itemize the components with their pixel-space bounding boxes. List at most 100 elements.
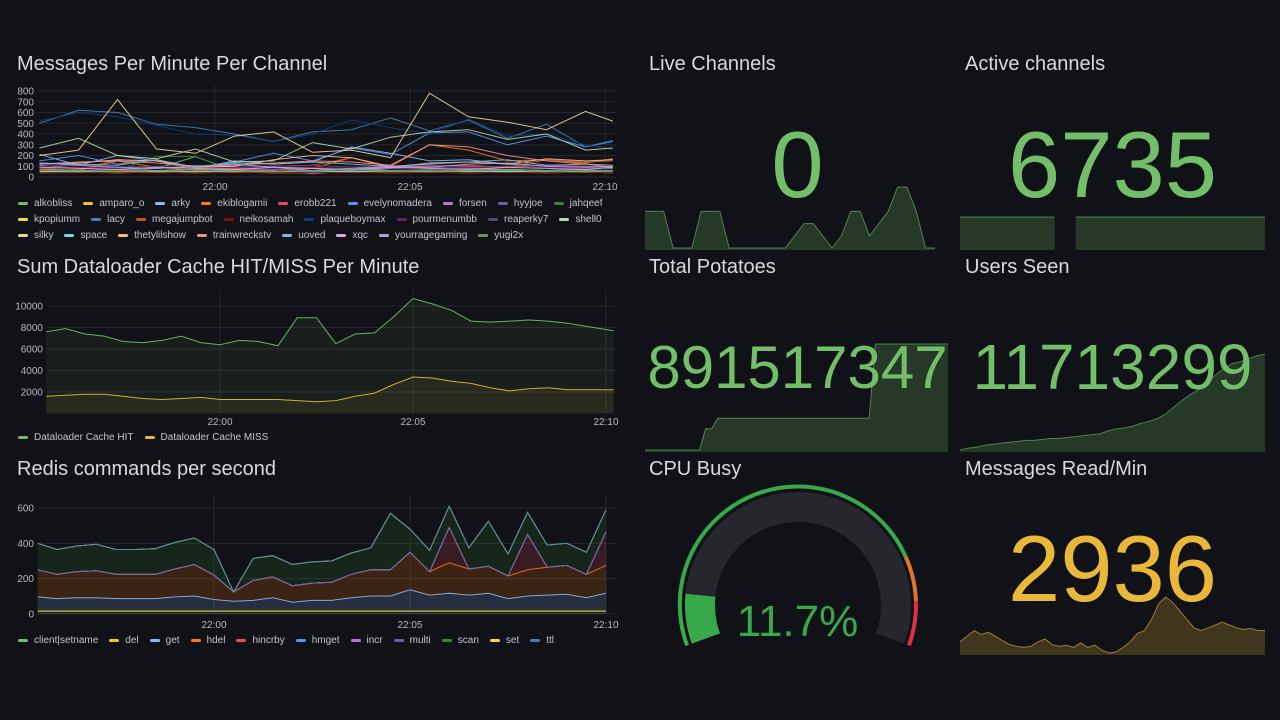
legend-item[interactable]: kpopiumm — [18, 214, 80, 225]
legend-item[interactable]: scan — [441, 635, 479, 646]
legend-label: silky — [34, 230, 54, 241]
redis-legend: client|setname del get hdel hincrby hmget incr… — [18, 635, 628, 646]
legend-label: get — [165, 635, 180, 646]
legend-label: alkobliss — [34, 198, 73, 209]
legend-swatch — [379, 234, 390, 237]
legend-item[interactable]: alkobliss — [18, 198, 72, 209]
sparkline-area — [645, 344, 948, 452]
panel-title-cpu-busy[interactable]: CPU Busy — [649, 458, 742, 480]
series-line-neikosamah — [39, 171, 613, 174]
panel-title-dataloader[interactable]: Sum Dataloader Cache HIT/MISS Per Minute — [17, 256, 420, 278]
x-tick-label: 22:05 — [397, 182, 422, 193]
panel-title-active-channels[interactable]: Active channels — [965, 53, 1106, 75]
legend-item[interactable]: arky — [155, 198, 190, 209]
legend-item[interactable]: neikosamah — [223, 214, 293, 225]
legend-label: client|setname — [34, 635, 99, 646]
legend-item[interactable]: lacy — [91, 214, 125, 225]
y-tick-label: 8000 — [21, 323, 44, 334]
legend-label: megajumpbot — [151, 214, 213, 225]
legend-item[interactable]: multi — [393, 635, 431, 646]
legend-swatch — [282, 234, 293, 237]
y-tick-label: 800 — [17, 87, 34, 98]
legend-item[interactable]: xqc — [336, 230, 368, 241]
legend-item[interactable]: Dataloader Cache HIT — [18, 432, 134, 443]
legend-item[interactable]: space — [64, 230, 107, 241]
panel-title-users-seen[interactable]: Users Seen — [965, 256, 1070, 278]
legend-item[interactable]: forsen — [442, 198, 487, 209]
y-tick-label: 100 — [17, 162, 34, 173]
legend-item[interactable]: plaqueboymax — [304, 214, 386, 225]
legend-label: space — [80, 230, 108, 241]
legend-swatch — [236, 639, 247, 642]
legend-item[interactable]: Dataloader Cache MISS — [144, 432, 268, 443]
legend-item[interactable]: yourragegaming — [379, 230, 467, 241]
legend-swatch — [18, 639, 28, 642]
legend-swatch — [336, 234, 347, 237]
x-tick-label: 22:05 — [397, 620, 422, 631]
panel-title-messages[interactable]: Messages Per Minute Per Channel — [17, 53, 328, 75]
legend-item[interactable]: jahqeef — [553, 198, 602, 209]
legend-label: uoved — [298, 230, 326, 241]
legend-label: pourmenumbb — [412, 214, 477, 225]
legend-label: trainwreckstv — [212, 230, 272, 241]
legend-item[interactable]: evelynomadera — [347, 198, 432, 209]
y-tick-label: 200 — [17, 574, 34, 585]
legend-item[interactable]: del — [109, 635, 139, 646]
x-tick-label: 22:10 — [592, 182, 617, 193]
legend-swatch — [83, 202, 94, 205]
legend-item[interactable]: ttl — [530, 635, 554, 646]
legend-item[interactable]: client|setname — [18, 635, 98, 646]
legend-item[interactable]: reaperky7 — [487, 214, 549, 225]
legend-item[interactable]: megajumpbot — [135, 214, 213, 225]
legend-item[interactable]: thetylilshow — [118, 230, 186, 241]
legend-item[interactable]: hyyjoe — [497, 198, 543, 209]
legend-item[interactable]: shell0 — [559, 214, 602, 225]
y-tick-label: 700 — [17, 97, 34, 108]
legend-item[interactable]: amparo_o — [83, 198, 144, 209]
legend-item[interactable]: hdel — [190, 635, 225, 646]
y-tick-label: 0 — [28, 173, 34, 184]
cpu-busy-gauge — [677, 484, 918, 647]
legend-item[interactable]: incr — [350, 635, 383, 646]
series-line-reaperky7 — [39, 164, 613, 168]
panel-title-redis[interactable]: Redis commands per second — [17, 458, 277, 480]
legend-item[interactable]: hincrby — [236, 635, 285, 646]
legend-swatch — [347, 202, 358, 205]
x-tick-label: 22:10 — [593, 620, 618, 631]
series-area-Dataloader-Cache-MISS — [46, 377, 614, 414]
y-tick-label: 500 — [17, 119, 34, 130]
legend-item[interactable]: trainwreckstv — [196, 230, 272, 241]
sparkline-area — [645, 187, 935, 250]
y-tick-label: 10000 — [15, 302, 43, 313]
legend-swatch — [144, 436, 155, 439]
panel-title-live-channels[interactable]: Live Channels — [649, 53, 776, 75]
legend-item[interactable]: get — [149, 635, 180, 646]
legend-item[interactable]: ekiblogamii — [201, 198, 267, 209]
legend-item[interactable]: pourmenumbb — [396, 214, 477, 225]
legend-item[interactable]: silky — [18, 230, 53, 241]
legend-item[interactable]: yugi2x — [478, 230, 523, 241]
series-line-lacy — [39, 109, 613, 148]
total-potatoes-sparkline — [645, 343, 948, 452]
messages-read-value: 2936 — [1007, 516, 1218, 621]
legend-label: reaperky7 — [503, 214, 549, 225]
legend-item[interactable]: hmget — [295, 635, 340, 646]
legend-swatch — [91, 218, 102, 221]
panel-title-messages-read[interactable]: Messages Read/Min — [965, 458, 1148, 480]
legend-item[interactable]: set — [489, 635, 519, 646]
live-channels-sparkline — [645, 186, 935, 250]
legend-label: ttl — [546, 635, 555, 646]
gauge-threshold-band — [677, 484, 908, 647]
legend-swatch — [18, 436, 28, 439]
panel-title-total-potatoes[interactable]: Total Potatoes — [649, 256, 776, 278]
legend-swatch — [489, 639, 500, 642]
legend-label: incr — [366, 635, 383, 646]
legend-swatch — [18, 218, 28, 221]
legend-label: erobb221 — [294, 198, 337, 209]
legend-item[interactable]: uoved — [282, 230, 325, 241]
series-area-Dataloader-Cache-HIT — [46, 298, 614, 414]
legend-item[interactable]: erobb221 — [278, 198, 337, 209]
legend-label: yourragegaming — [395, 230, 468, 241]
series-line-yourragegaming — [39, 162, 613, 172]
